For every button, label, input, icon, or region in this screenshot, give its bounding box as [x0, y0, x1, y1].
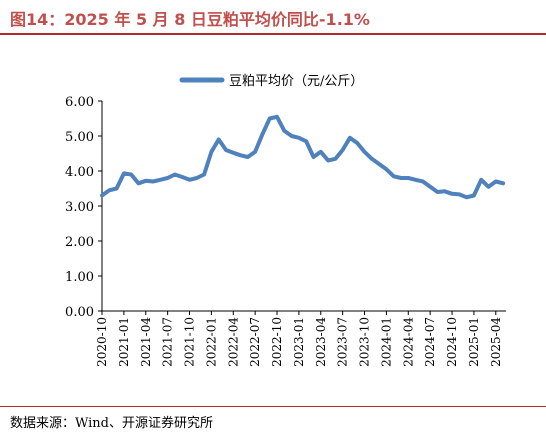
data-point: [458, 193, 461, 196]
y-axis: 0.00 1.00 2.00 3.00 4.00 5.00 6.00: [65, 95, 103, 320]
x-tick-label: 2020-10: [95, 317, 109, 367]
x-tick-label: 2021-04: [139, 317, 153, 367]
data-point: [188, 179, 191, 181]
x-tick-label: 2024-04: [401, 317, 415, 367]
line-chart: 豆粕平均价（元/公斤） 0.00 1.00 2.00 3.00 4.00 5.00 6.00…: [65, 74, 506, 367]
data-point: [407, 177, 410, 179]
data-point: [130, 173, 132, 176]
x-tick-label: 2023-01: [292, 317, 306, 367]
data-point: [502, 182, 504, 185]
data-point: [371, 158, 373, 160]
data-point: [217, 138, 220, 141]
x-tick-label: 2025-04: [489, 317, 503, 367]
data-point: [473, 194, 475, 197]
data-point: [320, 151, 322, 153]
x-tick-label: 2024-10: [445, 317, 459, 367]
data-point: [239, 154, 242, 157]
data-point: [108, 189, 111, 192]
chart-title: 图14：2025 年 5 月 8 日豆粕平均价同比-1.1%: [10, 10, 370, 29]
x-tick-label: 2021-07: [161, 317, 175, 367]
x-tick-label: 2022-10: [270, 317, 284, 367]
data-point: [181, 176, 183, 178]
data-point: [225, 149, 227, 151]
x-tick-label: 2022-01: [204, 317, 218, 367]
data-point: [349, 137, 351, 139]
chart-legend: 豆粕平均价（元/公斤）: [179, 74, 363, 89]
data-point: [451, 193, 453, 195]
data-point: [137, 182, 140, 185]
data-point: [145, 180, 147, 182]
data-point: [414, 179, 417, 181]
data-point: [495, 180, 497, 183]
data-point: [261, 133, 264, 136]
x-tick-label: 2021-01: [117, 317, 131, 367]
data-point: [436, 191, 439, 193]
data-point: [480, 179, 483, 181]
data-point: [443, 190, 446, 193]
data-point: [305, 140, 308, 143]
data-point: [385, 168, 388, 171]
y-tick-label: 4.00: [65, 165, 94, 180]
x-tick-label: 2022-07: [248, 317, 262, 367]
data-point: [429, 186, 432, 188]
data-point: [298, 137, 300, 139]
data-point: [465, 196, 468, 199]
data-point: [356, 142, 359, 144]
data-point: [210, 151, 213, 153]
data-point: [341, 149, 344, 151]
data-point: [378, 163, 380, 165]
x-tick-label: 2023-07: [336, 317, 350, 367]
data-point: [487, 186, 490, 188]
x-tick-label: 2024-07: [423, 317, 437, 367]
data-point: [115, 187, 118, 190]
data-point: [174, 173, 176, 176]
legend-label: 豆粕平均价（元/公斤）: [229, 74, 363, 89]
series-layer: [100, 114, 506, 200]
data-point: [334, 158, 337, 160]
x-tick-label: 2021-10: [183, 317, 197, 367]
data-point: [363, 151, 366, 153]
data-point: [400, 177, 402, 179]
data-point: [101, 194, 103, 197]
data-point: [392, 175, 395, 178]
x-tick-label: 2023-10: [358, 317, 372, 367]
data-point: [123, 172, 125, 175]
x-axis: 2020-10 2021-01 2021-04 2021-07 2021-10 2022-…: [95, 310, 506, 367]
y-tick-label: 2.00: [65, 235, 94, 250]
data-point: [203, 173, 205, 176]
data-point: [327, 159, 329, 162]
title-divider: [0, 33, 546, 35]
source-divider: [0, 406, 546, 407]
x-tick-label: 2025-01: [467, 317, 481, 367]
y-tick-label: 5.00: [65, 130, 94, 145]
x-tick-label: 2022-04: [226, 317, 240, 367]
data-point: [290, 135, 293, 137]
x-tick-label: 2024-01: [379, 317, 393, 367]
y-tick-label: 3.00: [65, 200, 94, 215]
source-note: 数据来源：Wind、开源证券研究所: [10, 416, 213, 431]
y-tick-label: 1.00: [65, 270, 94, 285]
data-point: [159, 179, 162, 181]
data-point: [196, 177, 198, 179]
data-point: [232, 152, 235, 154]
data-point: [254, 151, 256, 153]
data-point: [422, 180, 424, 183]
y-tick-label: 6.00: [65, 95, 94, 110]
data-point: [268, 117, 271, 120]
data-point: [166, 177, 169, 179]
data-point: [152, 180, 154, 183]
data-point: [247, 156, 249, 158]
x-tick-label: 2023-04: [314, 317, 328, 367]
series-line-soybean-meal-price: [100, 114, 506, 200]
data-point: [283, 130, 286, 132]
y-tick-label: 0.00: [65, 305, 94, 320]
data-point: [276, 116, 278, 118]
data-point: [312, 156, 315, 158]
